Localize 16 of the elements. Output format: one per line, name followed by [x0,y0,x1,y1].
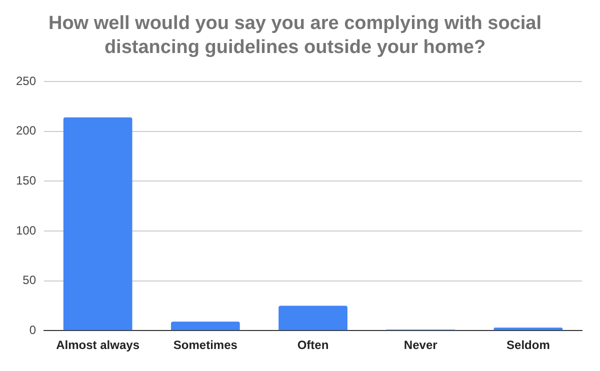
y-tick-label: 50 [22,273,36,288]
y-tick-label: 100 [16,223,36,238]
y-tick-label: 200 [16,124,36,138]
bar [278,306,348,330]
x-tick-label: Never [404,338,438,352]
x-tick-label: Almost always [56,338,140,352]
y-tick-label: 250 [16,74,36,88]
y-tick-label: 150 [16,173,36,188]
x-tick-label: Seldom [506,338,550,352]
x-tick-label: Often [297,338,329,352]
chart-title: How well would you say you are complying with social distancing guidelines outside your home? [48,13,542,58]
bar [494,328,563,330]
y-tick-label: 0 [29,322,36,337]
x-tick-label: Sometimes [173,338,238,352]
bar [63,117,132,330]
bar [170,322,240,330]
